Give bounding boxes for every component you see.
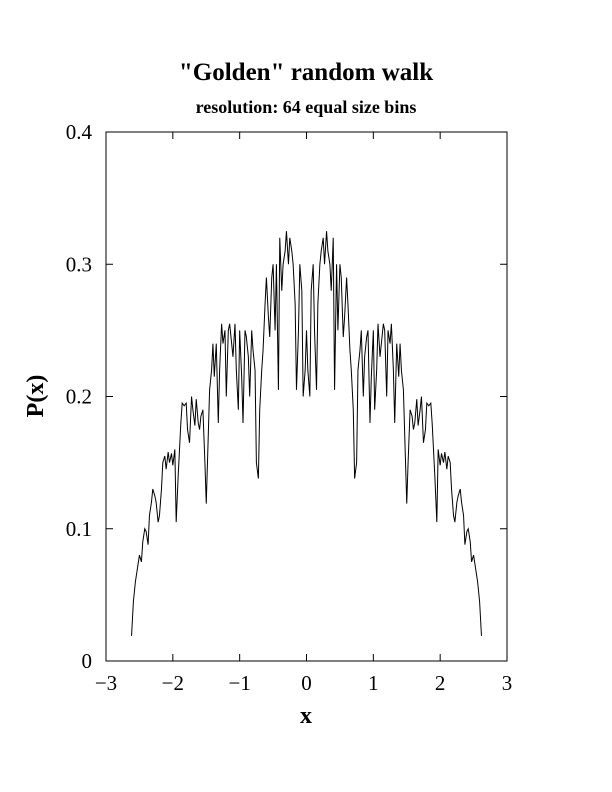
y-tick-label: 0.1 [66,517,92,541]
x-tick-label: −3 [95,671,117,695]
x-tick-label: 1 [368,671,379,695]
x-tick-label: −1 [228,671,250,695]
plot-frame [105,131,508,662]
axis-ticks [105,131,508,662]
x-tick-label: 2 [435,671,446,695]
chart-subtitle: resolution: 64 equal size bins [196,97,417,117]
x-tick-label: 0 [301,671,312,695]
y-tick-label: 0.3 [66,252,92,276]
y-tick-label: 0.4 [66,120,93,144]
x-tick-label: −2 [162,671,184,695]
x-tick-label: 3 [502,671,513,695]
chart-title: "Golden" random walk [179,59,433,86]
y-tick-label: 0.2 [66,385,92,409]
series-line [131,231,482,636]
y-axis-label: P(x) [23,375,49,418]
axis-tick-labels: −3 −2 −1 0 1 2 3 0 0.1 0.2 0.3 0.4 [66,120,513,695]
x-axis-label: x [300,703,312,729]
y-tick-label: 0 [82,649,93,673]
